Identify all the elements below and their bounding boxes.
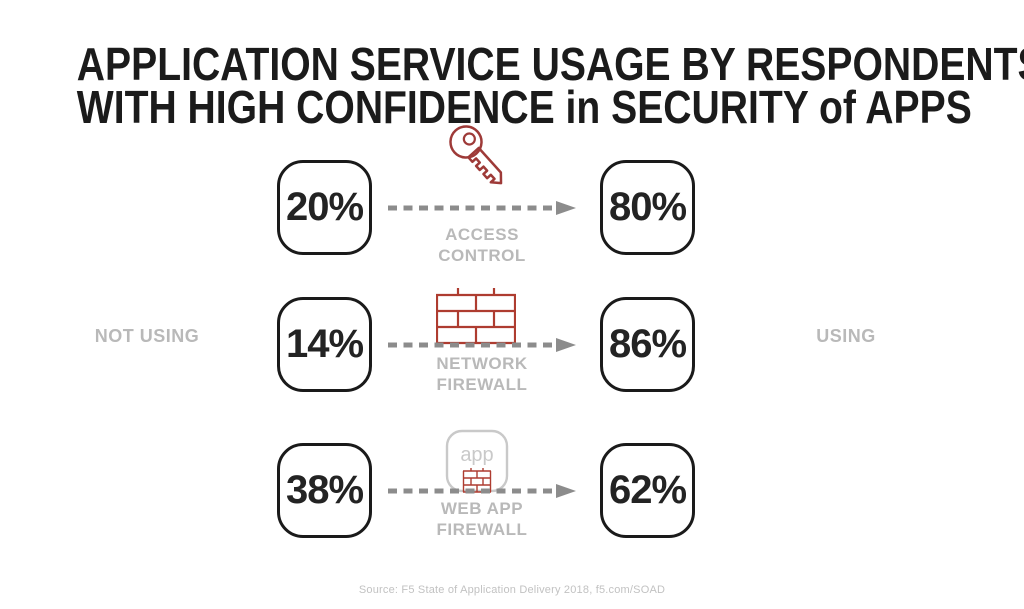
percent-box-not-using: 20% — [277, 160, 372, 255]
web-app-firewall-icon: app — [445, 429, 509, 493]
page-title: APPLICATION SERVICE USAGE BY RESPONDENTS… — [77, 41, 1024, 130]
percent-box-using: 86% — [600, 297, 695, 392]
service-label-line2: FIREWALL — [436, 375, 528, 394]
arrow-right-icon — [388, 201, 576, 215]
percent-box-using: 80% — [600, 160, 695, 255]
key-icon — [449, 125, 503, 185]
page-title-line2: WITH HIGH CONFIDENCE in SECURITY of APPS — [76, 80, 972, 133]
page-title-line1: APPLICATION SERVICE USAGE BY RESPONDENTS — [76, 37, 1024, 90]
service-label-line1: ACCESS — [445, 225, 519, 244]
service-label-access-control: ACCESS CONTROL — [382, 224, 582, 266]
service-label-line1: NETWORK — [436, 354, 528, 373]
service-label-network-firewall: NETWORK FIREWALL — [382, 353, 582, 395]
percent-box-using: 62% — [600, 443, 695, 538]
arrow-right-icon — [388, 338, 576, 352]
service-label-line2: FIREWALL — [436, 520, 528, 539]
arrow-right-icon — [388, 484, 576, 498]
brick-wall-icon — [436, 288, 516, 345]
source-attribution: Source: F5 State of Application Delivery… — [358, 584, 666, 596]
legend-using: USING — [816, 326, 876, 346]
service-label-web-app-firewall: WEB APP FIREWALL — [382, 498, 582, 540]
app-icon-text: app — [460, 444, 493, 466]
percent-box-not-using: 14% — [277, 297, 372, 392]
percent-box-not-using: 38% — [277, 443, 372, 538]
service-label-line1: WEB APP — [440, 499, 524, 518]
service-label-line2: CONTROL — [438, 246, 526, 265]
legend-not-using: NOT USING — [94, 326, 200, 346]
